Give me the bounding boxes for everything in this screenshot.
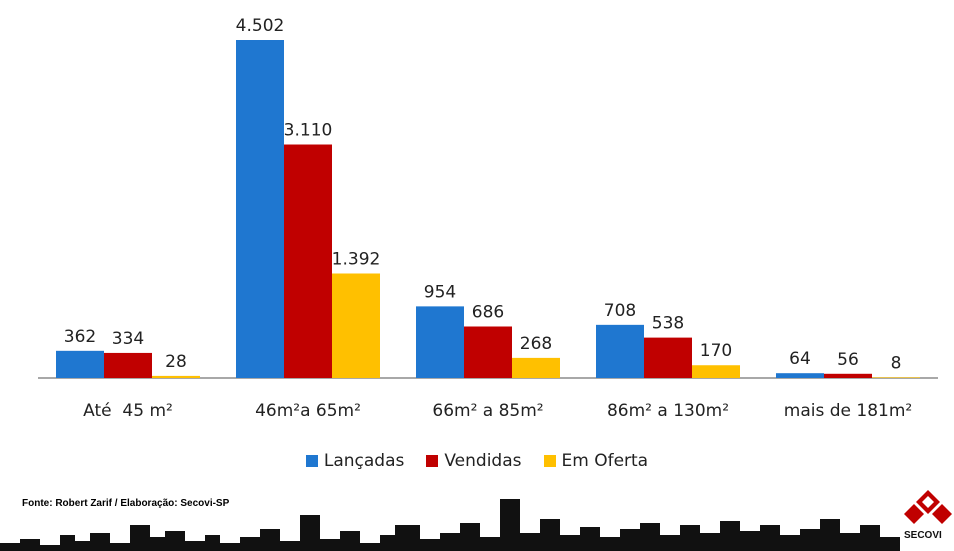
bar-em-oferta-1: [332, 273, 380, 378]
legend: Lançadas Vendidas Em Oferta: [0, 451, 954, 471]
secovi-logo: SECOVI: [904, 490, 952, 541]
legend-label-lancadas: Lançadas: [323, 451, 405, 471]
bar-lancadas-2: [416, 306, 464, 378]
bar-em-oferta-3: [692, 365, 740, 378]
bar-em-oferta-0: [152, 375, 200, 378]
source-note: Fonte: Robert Zarif / Elaboração: Secovi…: [22, 498, 230, 509]
category-label-3: 86m² a 130m²: [607, 401, 729, 421]
value-label-vendidas-1: 3.110: [284, 121, 333, 141]
bar-chart: 362 334 28 4.502 3.110 1.392 954 686 268 708 538 17…: [38, 16, 938, 421]
city-skyline-image: [0, 499, 900, 551]
value-label-lancadas-0: 362: [64, 327, 96, 347]
value-label-em-oferta-2: 268: [520, 334, 552, 354]
category-label-4: mais de 181m²: [784, 401, 912, 421]
bar-lancadas-4: [776, 373, 824, 378]
legend-swatch-lancadas: [305, 455, 318, 467]
bar-vendidas-3: [644, 337, 692, 378]
value-label-lancadas-2: 954: [424, 282, 456, 302]
category-labels-group: Até 45 m² 46m²a 65m² 66m² a 85m² 86m² a 130…: [83, 401, 912, 421]
legend-item-lancadas: Lançadas: [305, 451, 405, 471]
bar-lancadas-0: [56, 350, 104, 378]
category-label-1: 46m²a 65m²: [255, 401, 361, 421]
value-label-vendidas-4: 56: [837, 350, 859, 370]
value-label-em-oferta-0: 28: [165, 352, 187, 372]
legend-item-em-oferta: Em Oferta: [543, 451, 649, 471]
logo-text: SECOVI: [904, 530, 942, 541]
value-label-lancadas-4: 64: [789, 349, 811, 369]
value-label-lancadas-3: 708: [604, 301, 636, 321]
legend-label-vendidas: Vendidas: [444, 451, 522, 471]
value-label-vendidas-2: 686: [472, 302, 504, 322]
value-label-vendidas-0: 334: [112, 329, 144, 349]
legend-label-em-oferta: Em Oferta: [561, 451, 649, 471]
category-label-0: Até 45 m²: [83, 401, 173, 421]
value-label-vendidas-3: 538: [652, 314, 684, 334]
bar-vendidas-4: [824, 373, 872, 378]
bar-em-oferta-4: [872, 377, 920, 378]
bar-lancadas-1: [236, 40, 284, 378]
legend-item-vendidas: Vendidas: [426, 451, 522, 471]
bars-group: [56, 40, 920, 378]
value-labels-group: 362 334 28 4.502 3.110 1.392 954 686 268 708 538 17…: [64, 16, 902, 373]
value-label-em-oferta-4: 8: [891, 353, 902, 373]
legend-swatch-vendidas: [426, 455, 439, 467]
bar-vendidas-0: [104, 352, 152, 378]
bar-vendidas-2: [464, 326, 512, 378]
value-label-em-oferta-3: 170: [700, 341, 732, 361]
bar-em-oferta-2: [512, 357, 560, 378]
value-label-em-oferta-1: 1.392: [332, 249, 381, 269]
bar-lancadas-3: [596, 324, 644, 378]
legend-swatch-em-oferta: [543, 455, 556, 467]
category-label-2: 66m² a 85m²: [432, 401, 543, 421]
value-label-lancadas-1: 4.502: [236, 16, 285, 36]
bar-vendidas-1: [284, 144, 332, 378]
